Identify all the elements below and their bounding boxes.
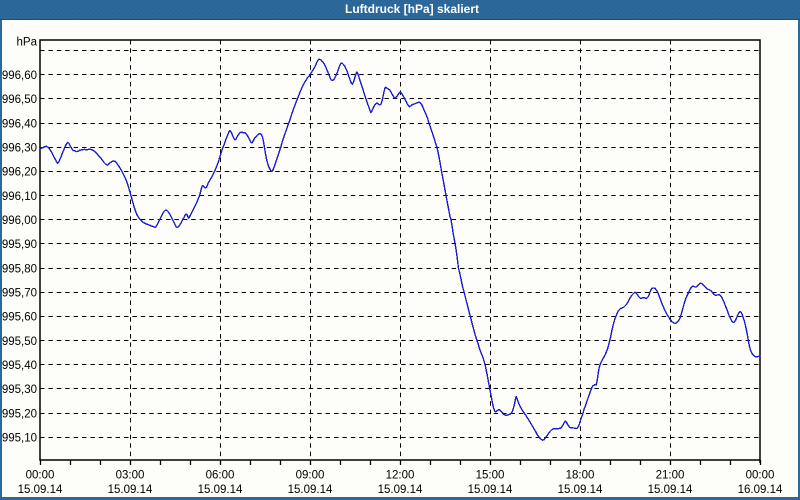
svg-text:15.09.14: 15.09.14 [108, 484, 153, 496]
svg-text:06:00: 06:00 [206, 470, 235, 482]
svg-text:hPa: hPa [17, 36, 38, 48]
svg-text:996,30: 996,30 [2, 142, 37, 154]
svg-text:995,90: 995,90 [2, 239, 37, 251]
svg-text:996,00: 996,00 [2, 215, 37, 227]
svg-text:995,30: 995,30 [2, 384, 37, 396]
svg-text:00:00: 00:00 [26, 470, 55, 482]
svg-text:996,60: 996,60 [2, 70, 37, 82]
svg-text:995,20: 995,20 [2, 408, 37, 420]
svg-text:21:00: 21:00 [656, 470, 685, 482]
svg-text:15.09.14: 15.09.14 [558, 484, 603, 496]
svg-text:00:00: 00:00 [746, 470, 775, 482]
svg-text:15.09.14: 15.09.14 [288, 484, 333, 496]
svg-text:15:00: 15:00 [476, 470, 505, 482]
svg-text:995,70: 995,70 [2, 288, 37, 300]
svg-text:12:00: 12:00 [386, 470, 415, 482]
svg-text:996,40: 996,40 [2, 118, 37, 130]
svg-text:03:00: 03:00 [116, 470, 145, 482]
svg-text:996,20: 996,20 [2, 167, 37, 179]
svg-text:995,10: 995,10 [2, 433, 37, 445]
svg-text:15.09.14: 15.09.14 [648, 484, 693, 496]
svg-text:15.09.14: 15.09.14 [198, 484, 243, 496]
svg-text:15.09.14: 15.09.14 [468, 484, 513, 496]
svg-text:16.09.14: 16.09.14 [738, 484, 783, 496]
svg-text:996,10: 996,10 [2, 191, 37, 203]
svg-text:09:00: 09:00 [296, 470, 325, 482]
svg-text:996,50: 996,50 [2, 94, 37, 106]
svg-text:15.09.14: 15.09.14 [378, 484, 423, 496]
svg-text:995,80: 995,80 [2, 263, 37, 275]
svg-text:995,50: 995,50 [2, 336, 37, 348]
svg-text:995,60: 995,60 [2, 312, 37, 324]
svg-text:995,40: 995,40 [2, 360, 37, 372]
svg-text:18:00: 18:00 [566, 470, 595, 482]
svg-text:15.09.14: 15.09.14 [18, 484, 63, 496]
